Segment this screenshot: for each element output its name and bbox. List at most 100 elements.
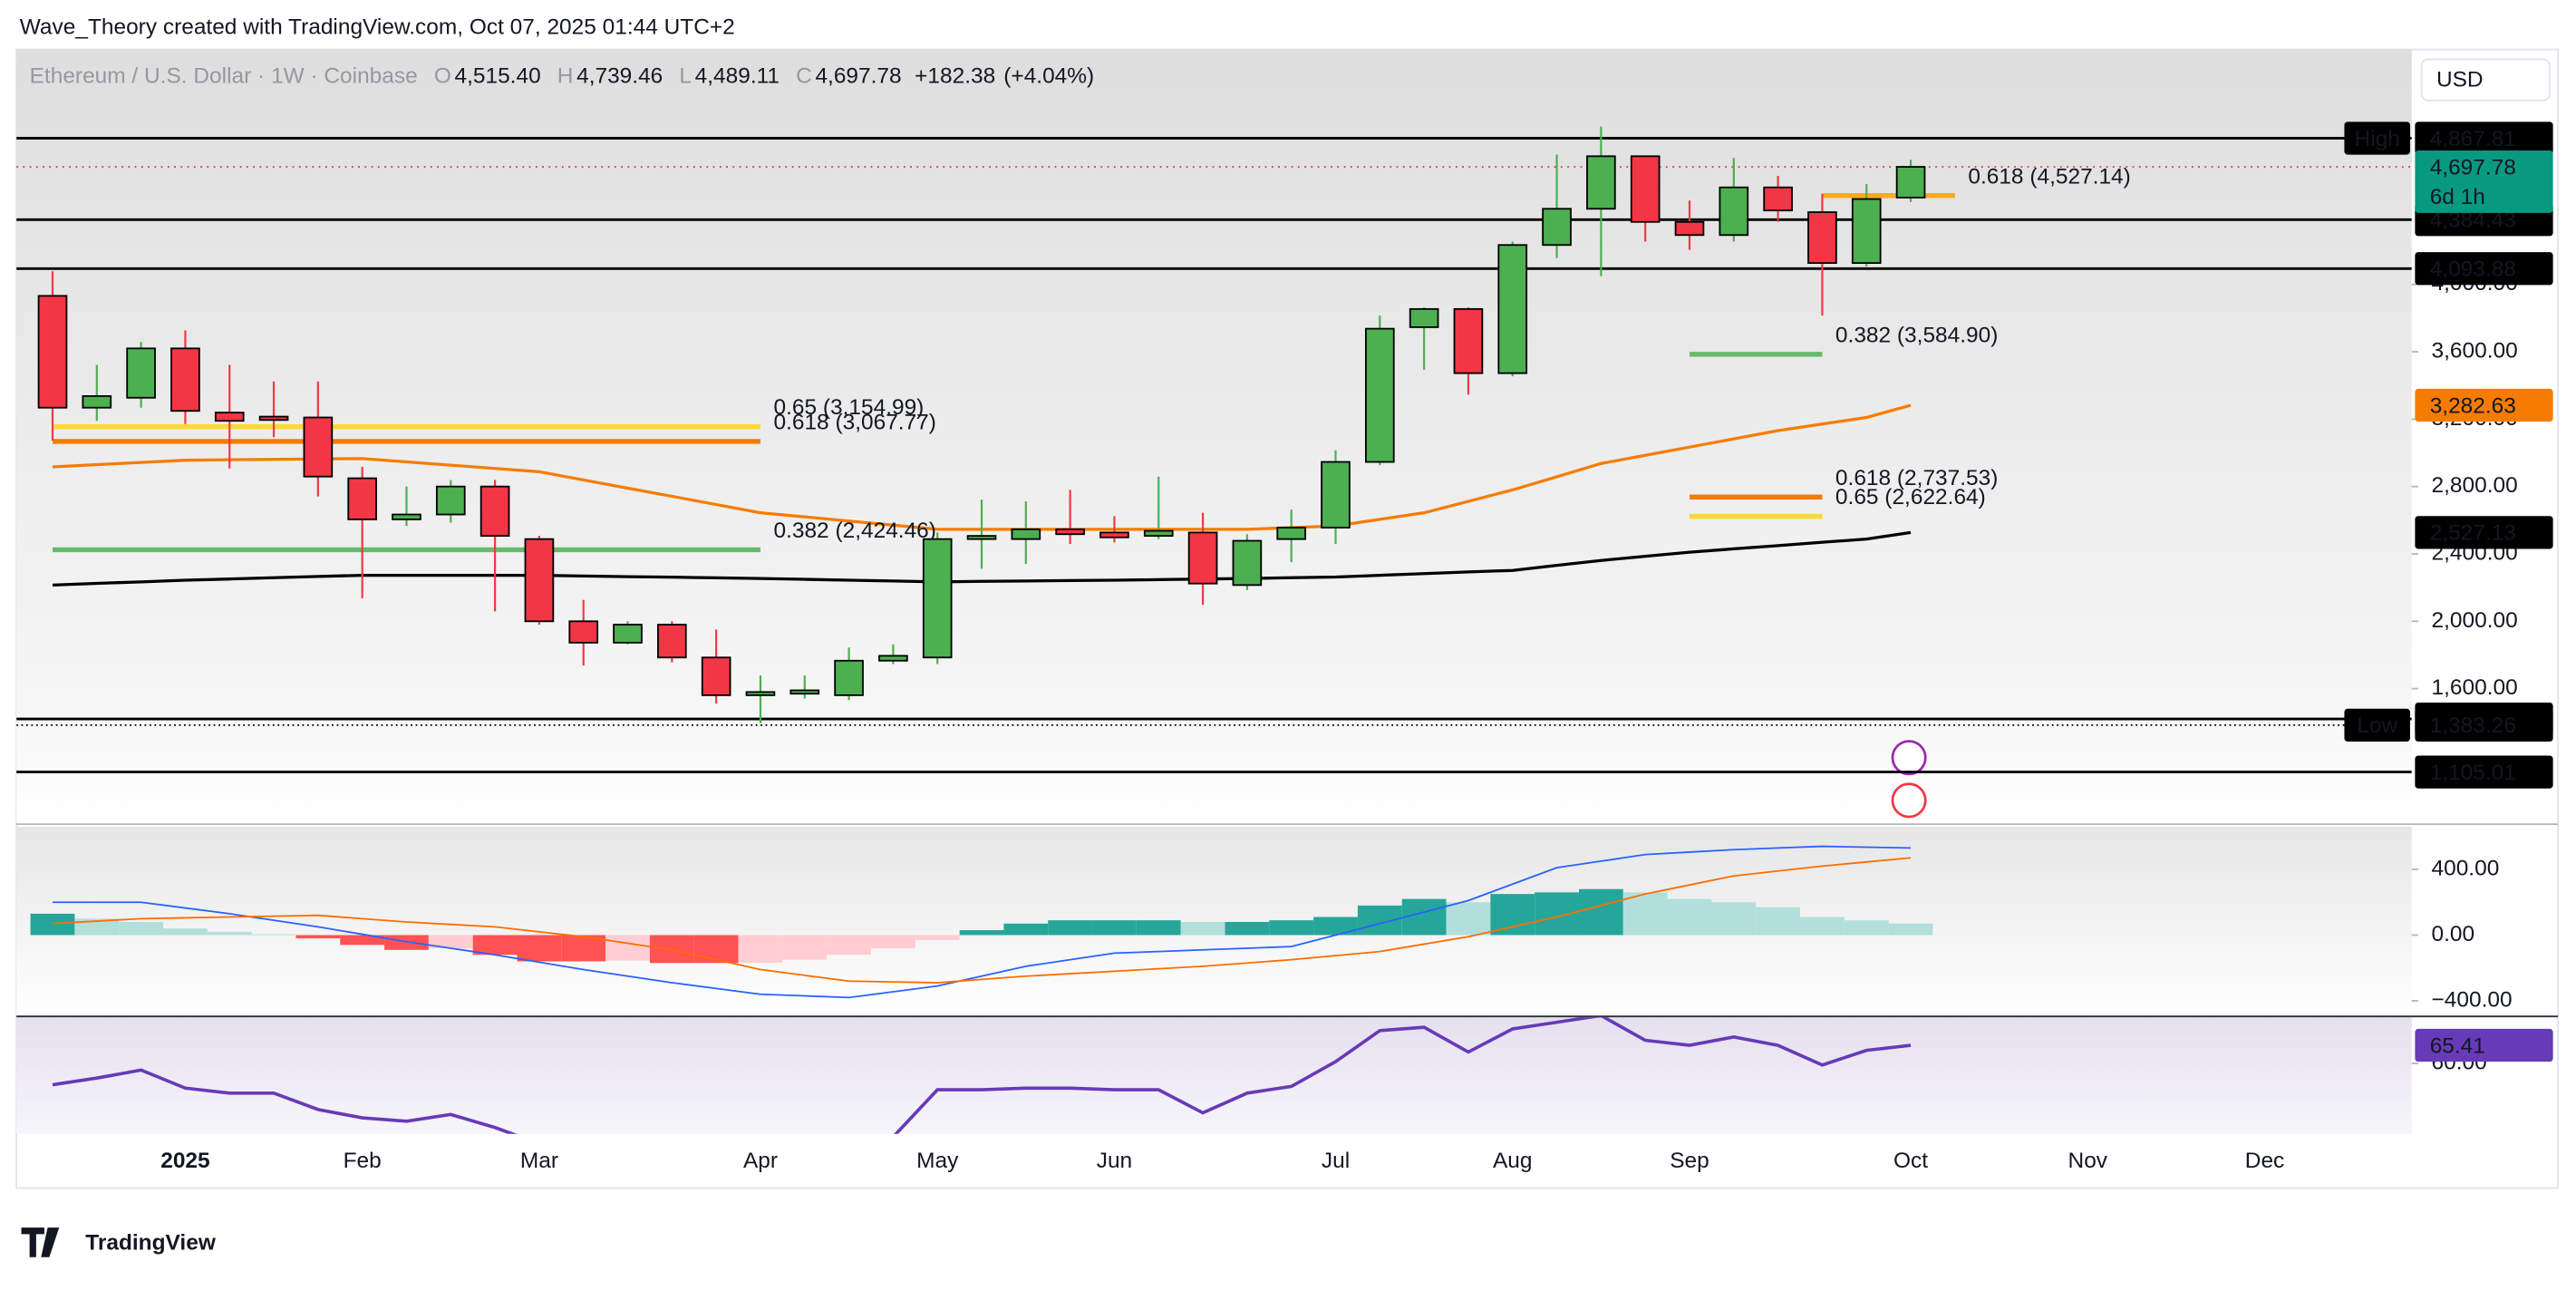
candle-body: [568, 620, 599, 644]
candle-body: [303, 416, 334, 478]
legend-value: 4,489.11: [695, 64, 780, 89]
candle-body: [1099, 531, 1129, 538]
legend-change-pct: (+4.04%): [1003, 64, 1094, 89]
x-tick-label: Feb: [344, 1149, 382, 1173]
candle-body: [479, 485, 510, 538]
fib-label: 0.382 (2,424.46): [773, 519, 935, 543]
candle-body: [1187, 531, 1218, 585]
macd-histogram-bar: [251, 934, 296, 936]
price-label: 65.41: [2430, 1033, 2485, 1058]
macd-histogram-bar: [1180, 921, 1225, 936]
fib-label: 0.618 (3,067.77): [773, 410, 935, 434]
candle-body: [1143, 529, 1174, 538]
attribution: Wave_Theory created with TradingView.com…: [20, 15, 735, 39]
price-label: 3,282.63: [2430, 393, 2516, 418]
x-tick-label: Oct: [1893, 1149, 1928, 1173]
price-label: 1,383.26: [2430, 713, 2516, 738]
event-icon[interactable]: [1891, 782, 1927, 819]
fib-label: 0.65 (3,154.99): [773, 395, 924, 420]
fib-label: 0.618 (4,527.14): [1968, 164, 2130, 189]
y-tick-label: 1,600.00: [2432, 675, 2518, 700]
x-tick-label: Nov: [2068, 1149, 2108, 1173]
legend-key: O: [434, 64, 451, 89]
macd-histogram-bar: [782, 935, 828, 960]
x-tick-label: Mar: [520, 1149, 558, 1173]
legend-value: 4,739.46: [576, 64, 663, 89]
price-label-box: [2415, 150, 2553, 213]
candle-body: [1719, 186, 1749, 237]
macd-histogram-bar: [1225, 921, 1270, 936]
candle-body: [37, 295, 68, 409]
candle-body: [170, 347, 200, 412]
candle-body: [1365, 327, 1395, 463]
macd-histogram-bar: [915, 935, 960, 940]
macd-histogram-bar: [738, 935, 783, 963]
macd-histogram-bar: [1490, 894, 1535, 936]
currency-button[interactable]: [2420, 58, 2551, 102]
x-tick-label: Jun: [1097, 1149, 1132, 1173]
macd-histogram-bar: [163, 928, 208, 936]
legend-key: C: [796, 64, 812, 89]
candle-body: [613, 624, 643, 644]
legend: Ethereum / U.S. Dollar · 1W · Coinbase O 4…: [30, 64, 1095, 89]
price-labels: 4,867.81High4,384.434,093.881,419.961,38…: [2344, 121, 2553, 1062]
level-tag-box: [2344, 121, 2410, 155]
macd-histogram-bar: [1578, 888, 1623, 936]
macd-histogram-bar: [472, 935, 518, 956]
x-tick-label: Jul: [1322, 1149, 1350, 1173]
macd-histogram-bar: [74, 918, 120, 936]
macd-histogram-bar: [959, 930, 1004, 936]
candle-body: [1232, 539, 1263, 587]
macd-histogram-bar: [1844, 920, 1889, 936]
candle-body: [1011, 528, 1041, 540]
macd-histogram-bar: [1401, 898, 1447, 936]
candle-body: [966, 535, 997, 540]
main-pane: [16, 49, 2412, 822]
legend-key: H: [557, 64, 574, 89]
candle-body: [435, 485, 466, 516]
x-tick-label: Apr: [743, 1149, 778, 1173]
price-label: 4,093.88: [2430, 257, 2516, 282]
rsi-line: [52, 1017, 1912, 1134]
macd-histogram-bar: [1136, 920, 1181, 936]
level-tag-box: [2344, 708, 2410, 742]
candle-body: [1453, 307, 1484, 374]
candle-body: [214, 412, 245, 422]
macd-pane: [16, 826, 2412, 1016]
candle-body: [1542, 208, 1572, 247]
legend-value: 4,697.78: [815, 64, 901, 89]
main-plot: 0.65 (3,154.99)0.618 (3,067.77) 0.382 (2,…: [16, 126, 2412, 774]
candle-body: [126, 347, 156, 399]
event-icon[interactable]: [1891, 740, 1927, 776]
candle-body: [1674, 220, 1705, 237]
events: [1891, 740, 1927, 819]
candle-body: [922, 538, 953, 659]
y-tick-label: 2,000.00: [2432, 608, 2518, 633]
price-label: 2,527.13: [2430, 521, 2516, 546]
macd-histogram-bar: [1711, 902, 1757, 936]
signal-line: [52, 857, 1912, 984]
price-label: 4,697.78: [2430, 155, 2516, 179]
macd-histogram-bar: [1092, 920, 1137, 936]
candle-body: [834, 659, 864, 696]
countdown-label: 6d 1h: [2430, 185, 2485, 209]
macd-histogram-bar: [340, 935, 385, 946]
candle-body: [1807, 211, 1837, 265]
price-label-box: [2415, 755, 2553, 789]
candle-body: [1763, 186, 1793, 212]
candle-body: [258, 415, 289, 422]
macd-histogram-bar: [870, 935, 915, 948]
macd-histogram-bar: [827, 935, 871, 956]
macd-histogram-bar: [30, 913, 75, 936]
macd-histogram-bar: [119, 921, 164, 936]
currency-label[interactable]: USD: [2436, 67, 2484, 92]
x-tick-label: 2025: [160, 1149, 209, 1173]
legend-key: L: [679, 64, 692, 89]
macd-histogram-bar: [1888, 923, 1933, 936]
macd-histogram-bar: [1446, 902, 1491, 936]
macd-histogram-bar: [1269, 920, 1314, 936]
macd-histogram-bar: [1667, 898, 1712, 936]
macd-histogram-bar: [693, 935, 739, 964]
x-tick-label: Dec: [2245, 1149, 2285, 1173]
